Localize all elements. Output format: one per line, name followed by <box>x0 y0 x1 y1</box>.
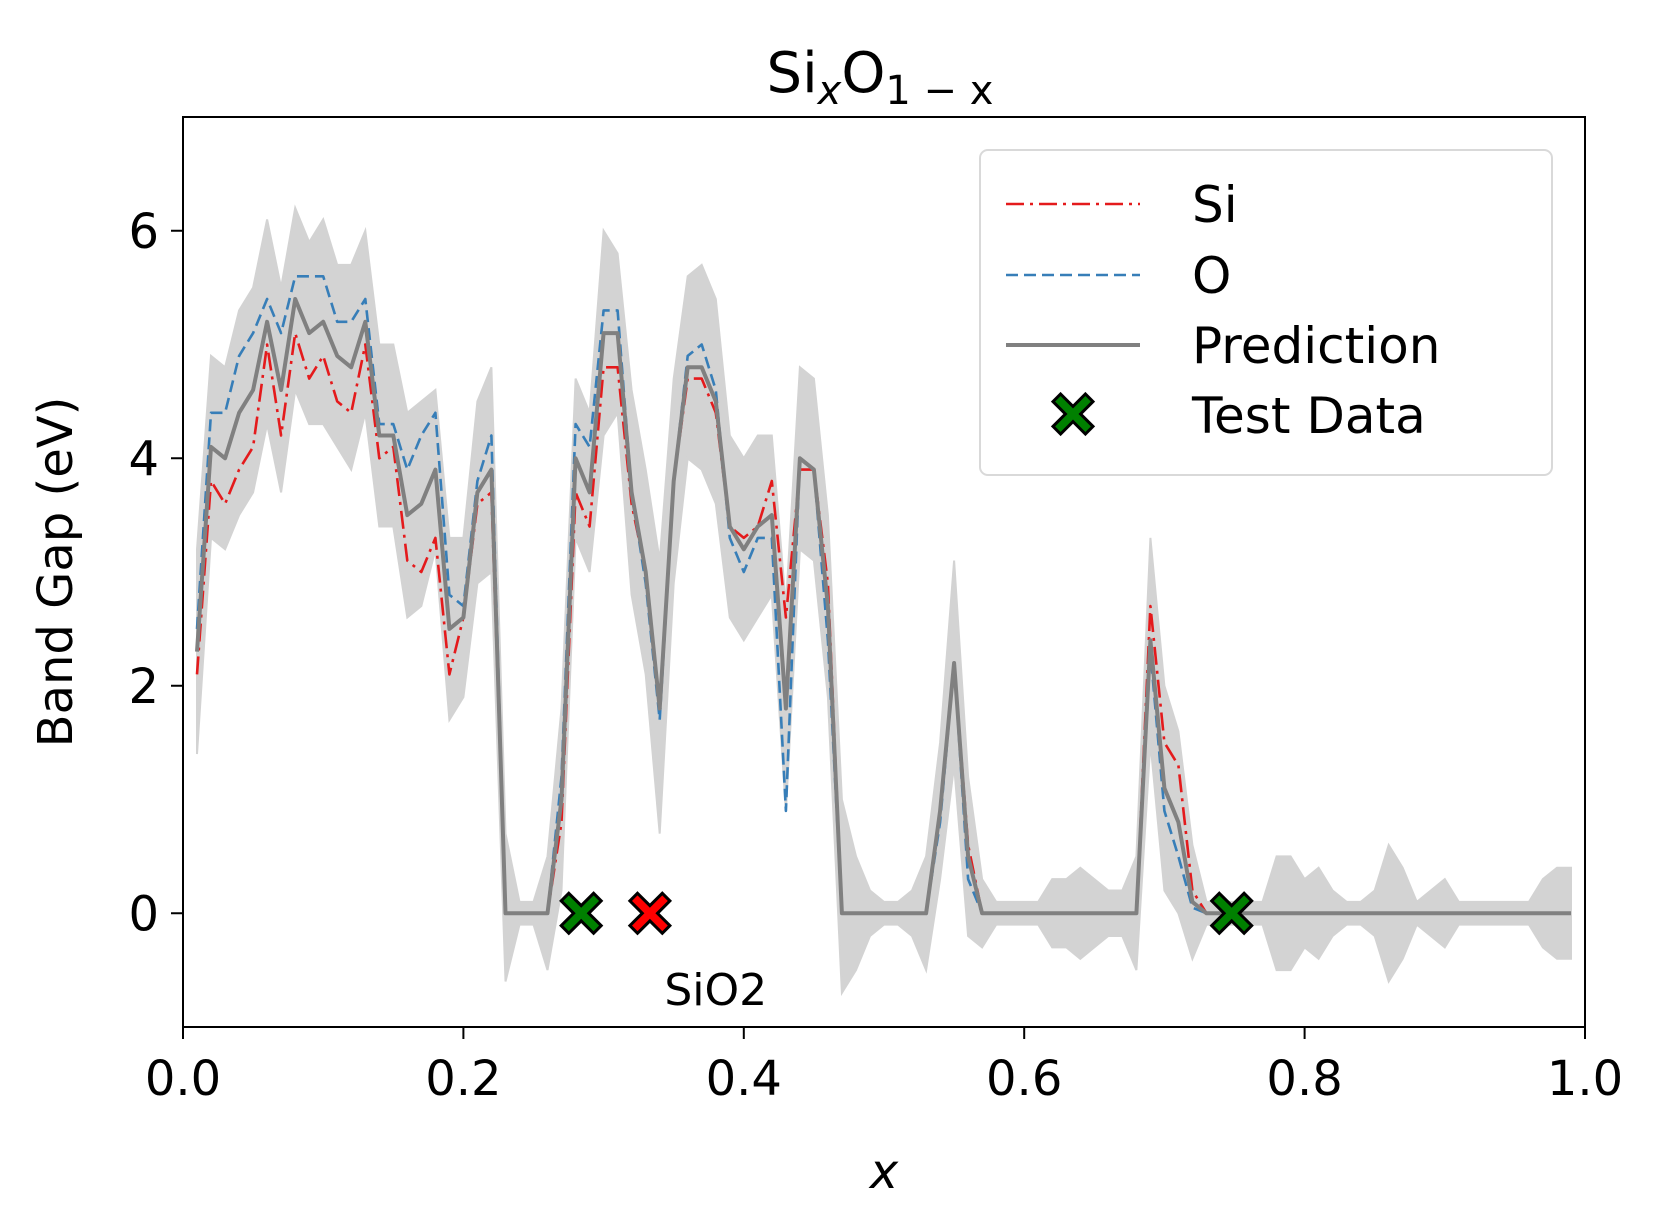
legend-label-o: O <box>1192 247 1231 305</box>
title-si: Si <box>767 41 818 106</box>
legend-swatch-test-data <box>1050 391 1096 437</box>
sio2-annotation: SiO2 <box>664 965 767 1016</box>
x-tick-label: 0.8 <box>1266 1051 1342 1107</box>
test-data-marker <box>559 891 604 936</box>
x-tick-label: 0.2 <box>425 1051 501 1107</box>
y-tick-label: 6 <box>128 204 159 260</box>
title-1-x-sub: 1 − x <box>885 68 993 114</box>
y-tick-label: 0 <box>128 886 159 942</box>
sio2-marker <box>627 891 673 936</box>
y-axis-ticks: 0 2 4 6 <box>128 204 183 942</box>
title-o: O <box>841 41 885 106</box>
x-tick-label: 0.4 <box>706 1051 782 1107</box>
y-tick-label: 2 <box>128 659 159 715</box>
legend-frame <box>979 149 1553 476</box>
x-axis-label: x <box>868 1144 899 1200</box>
legend-label-test-data: Test Data <box>1191 387 1426 445</box>
title-x-sub: x <box>816 68 842 114</box>
axes-frame <box>182 116 1586 1028</box>
series-line-prediction <box>195 297 1571 916</box>
legend-label-si: Si <box>1192 176 1238 234</box>
x-axis-ticks: 0.0 0.2 0.4 0.6 0.8 1.0 <box>145 1027 1623 1107</box>
test-data-markers <box>559 891 1254 936</box>
legend: Si O Prediction Test Data <box>979 149 1553 476</box>
plot-area: SiO2 <box>195 204 1572 1016</box>
y-tick-label: 4 <box>128 431 159 487</box>
chart-title: SixO1 − x <box>767 41 994 114</box>
x-tick-label: 0.6 <box>986 1051 1062 1107</box>
legend-test-data-marker <box>1050 391 1096 437</box>
y-axis-label: Band Gap (eV) <box>28 397 84 748</box>
test-data-marker <box>1209 891 1254 936</box>
legend-label-prediction: Prediction <box>1192 317 1440 375</box>
x-tick-label: 0.0 <box>145 1051 221 1107</box>
x-tick-label: 1.0 <box>1547 1051 1623 1107</box>
